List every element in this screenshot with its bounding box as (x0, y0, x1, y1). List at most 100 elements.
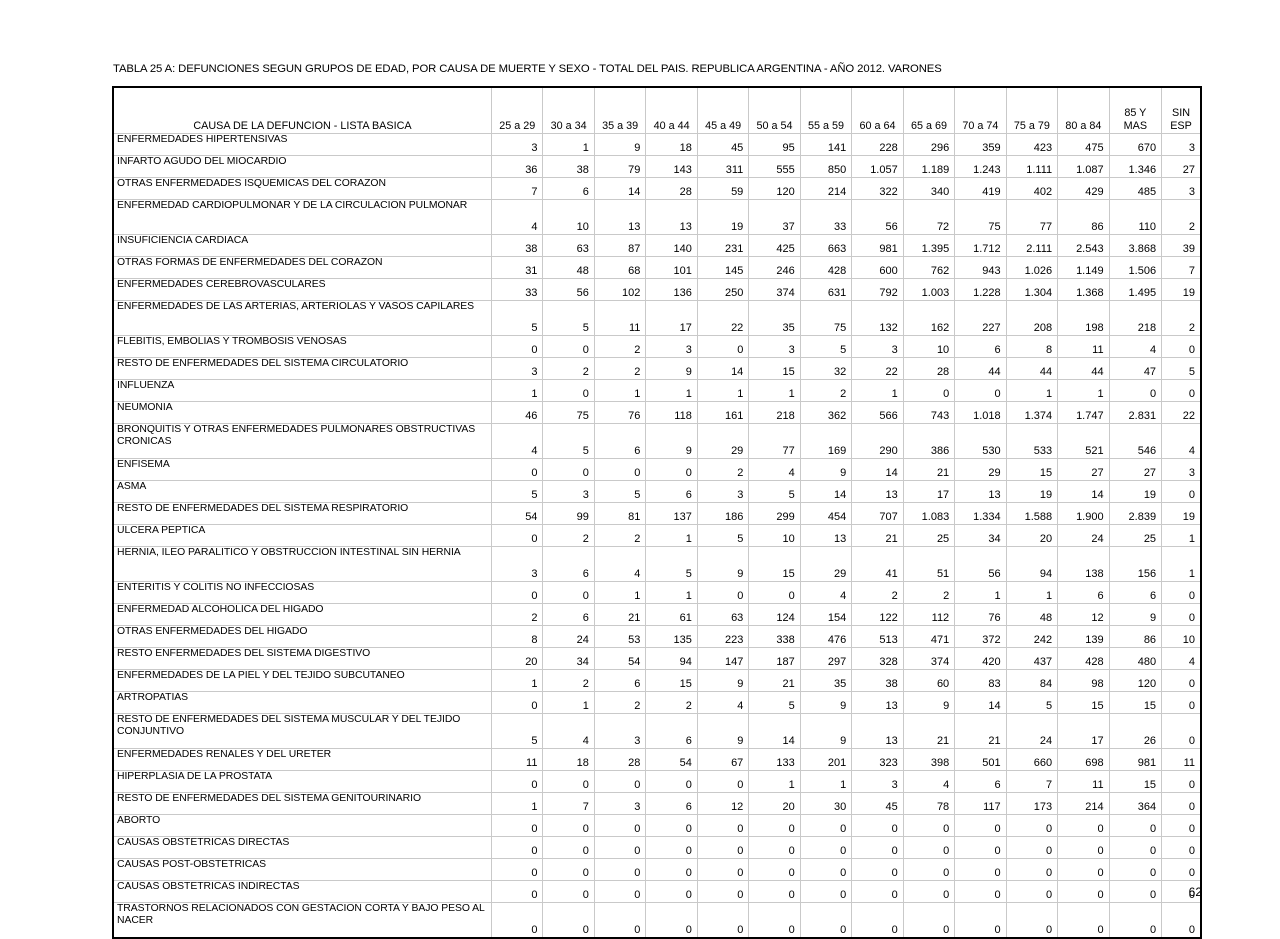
value-cell: 4 (1161, 647, 1202, 670)
table-header-row: CAUSA DE LA DEFUNCION - LISTA BASICA 25 … (112, 86, 1202, 134)
value-cell: 1 (799, 770, 853, 793)
value-cell: 1.026 (1005, 256, 1059, 279)
value-cell: 1 (1005, 379, 1059, 402)
value-cell: 60 (902, 669, 956, 692)
value-cell: 11 (1057, 770, 1110, 793)
cause-cell: ENFERMEDAD ALCOHOLICA DEL HIGADO (112, 603, 492, 626)
value-cell: 38 (851, 669, 904, 692)
cause-cell: RESTO ENFERMEDADES DEL SISTEMA DIGESTIVO (112, 647, 492, 670)
value-cell: 5 (542, 423, 595, 459)
value-cell: 0 (1108, 858, 1163, 881)
value-cell: 0 (799, 902, 853, 939)
table-row: ENFERMEDAD ALCOHOLICA DEL HIGADO 2 6 21 61 63… (112, 603, 1202, 626)
value-cell: 1 (1005, 581, 1059, 604)
value-cell: 10 (1161, 625, 1202, 648)
value-cell: 359 (954, 133, 1007, 156)
value-cell: 22 (1161, 401, 1202, 424)
value-cell: 0 (542, 581, 595, 604)
value-cell: 6 (542, 603, 595, 626)
value-cell: 46 (490, 401, 544, 424)
table-row: TRASTORNOS RELACIONADOS CON GESTACION CO… (112, 902, 1202, 939)
value-cell: 0 (1161, 691, 1202, 714)
value-cell: 0 (593, 858, 647, 881)
value-cell: 12 (696, 792, 750, 815)
value-cell: 9 (645, 423, 698, 459)
value-cell: 9 (696, 669, 750, 692)
value-cell: 6 (1057, 581, 1110, 604)
value-cell: 0 (542, 458, 595, 481)
value-cell: 6 (593, 669, 647, 692)
value-cell: 0 (1161, 836, 1202, 859)
page-number: 62 (1188, 885, 1202, 899)
cause-cell: ASMA (112, 480, 492, 503)
value-cell: 14 (1057, 480, 1110, 503)
value-cell: 3 (542, 480, 595, 503)
value-cell: 61 (645, 603, 698, 626)
table-row: FLEBITIS, EMBOLIAS Y TROMBOSIS VENOSAS 0 0… (112, 335, 1202, 358)
cause-cell: HERNIA, ILEO PARALITICO Y OBSTRUCCION IN… (112, 546, 492, 582)
value-cell: 0 (1161, 858, 1202, 881)
deaths-by-age-table: CAUSA DE LA DEFUNCION - LISTA BASICA 25 … (112, 86, 1202, 939)
cause-cell: ENTERITIS Y COLITIS NO INFECCIOSAS (112, 581, 492, 604)
value-cell: 24 (1057, 524, 1110, 547)
value-cell: 1.228 (954, 278, 1007, 301)
value-cell: 13 (645, 199, 698, 235)
column-header-cause: CAUSA DE LA DEFUNCION - LISTA BASICA (112, 86, 492, 134)
cause-cell: NEUMONIA (112, 401, 492, 424)
value-cell: 201 (799, 748, 853, 771)
value-cell: 14 (799, 480, 853, 503)
value-cell: 3 (490, 546, 544, 582)
value-cell: 11 (490, 748, 544, 771)
value-cell: 44 (954, 357, 1007, 380)
table-row: ENTERITIS Y COLITIS NO INFECCIOSAS 0 0 1 1 0 0… (112, 581, 1202, 604)
cause-cell: HIPERPLASIA DE LA PROSTATA (112, 770, 492, 793)
value-cell: 981 (851, 234, 904, 257)
value-cell: 0 (954, 902, 1007, 939)
value-cell: 17 (645, 300, 698, 336)
value-cell: 6 (542, 546, 595, 582)
value-cell: 1 (593, 379, 647, 402)
value-cell: 402 (1005, 177, 1059, 200)
table-row: HERNIA, ILEO PARALITICO Y OBSTRUCCION IN… (112, 546, 1202, 582)
value-cell: 14 (851, 458, 904, 481)
value-cell: 0 (748, 581, 801, 604)
value-cell: 0 (1057, 858, 1110, 881)
value-cell: 555 (748, 155, 801, 178)
value-cell: 28 (902, 357, 956, 380)
value-cell: 94 (645, 647, 698, 670)
value-cell: 20 (490, 647, 544, 670)
value-cell: 0 (1108, 836, 1163, 859)
value-cell: 0 (490, 770, 544, 793)
value-cell: 9 (696, 713, 750, 749)
value-cell: 1 (593, 581, 647, 604)
table-row: HIPERPLASIA DE LA PROSTATA 0 0 0 0 0 1 1 3 4 6 7 11 1… (112, 770, 1202, 793)
value-cell: 38 (542, 155, 595, 178)
value-cell: 1.395 (902, 234, 956, 257)
cause-cell: ENFISEMA (112, 458, 492, 481)
value-cell: 3.868 (1108, 234, 1163, 257)
table-row: ENFERMEDADES DE LAS ARTERIAS, ARTERIOLAS… (112, 300, 1202, 336)
value-cell: 533 (1005, 423, 1059, 459)
table-row: ASMA 5 3 5 6 3 5 14 13 17 13 19 14 19 0 (112, 480, 1202, 503)
value-cell: 0 (1005, 902, 1059, 939)
value-cell: 0 (902, 379, 956, 402)
value-cell: 21 (593, 603, 647, 626)
value-cell: 0 (645, 836, 698, 859)
value-cell: 227 (954, 300, 1007, 336)
value-cell: 0 (1161, 792, 1202, 815)
value-cell: 0 (1161, 669, 1202, 692)
value-cell: 0 (593, 814, 647, 837)
value-cell: 6 (1108, 581, 1163, 604)
value-cell: 138 (1057, 546, 1110, 582)
value-cell: 22 (696, 300, 750, 336)
value-cell: 2.111 (1005, 234, 1059, 257)
value-cell: 173 (1005, 792, 1059, 815)
value-cell: 86 (1057, 199, 1110, 235)
value-cell: 0 (902, 836, 956, 859)
value-cell: 428 (1057, 647, 1110, 670)
value-cell: 0 (799, 836, 853, 859)
column-header-50-54: 50 a 54 (748, 86, 801, 134)
value-cell: 670 (1108, 133, 1163, 156)
value-cell: 398 (902, 748, 956, 771)
value-cell: 0 (799, 880, 853, 903)
